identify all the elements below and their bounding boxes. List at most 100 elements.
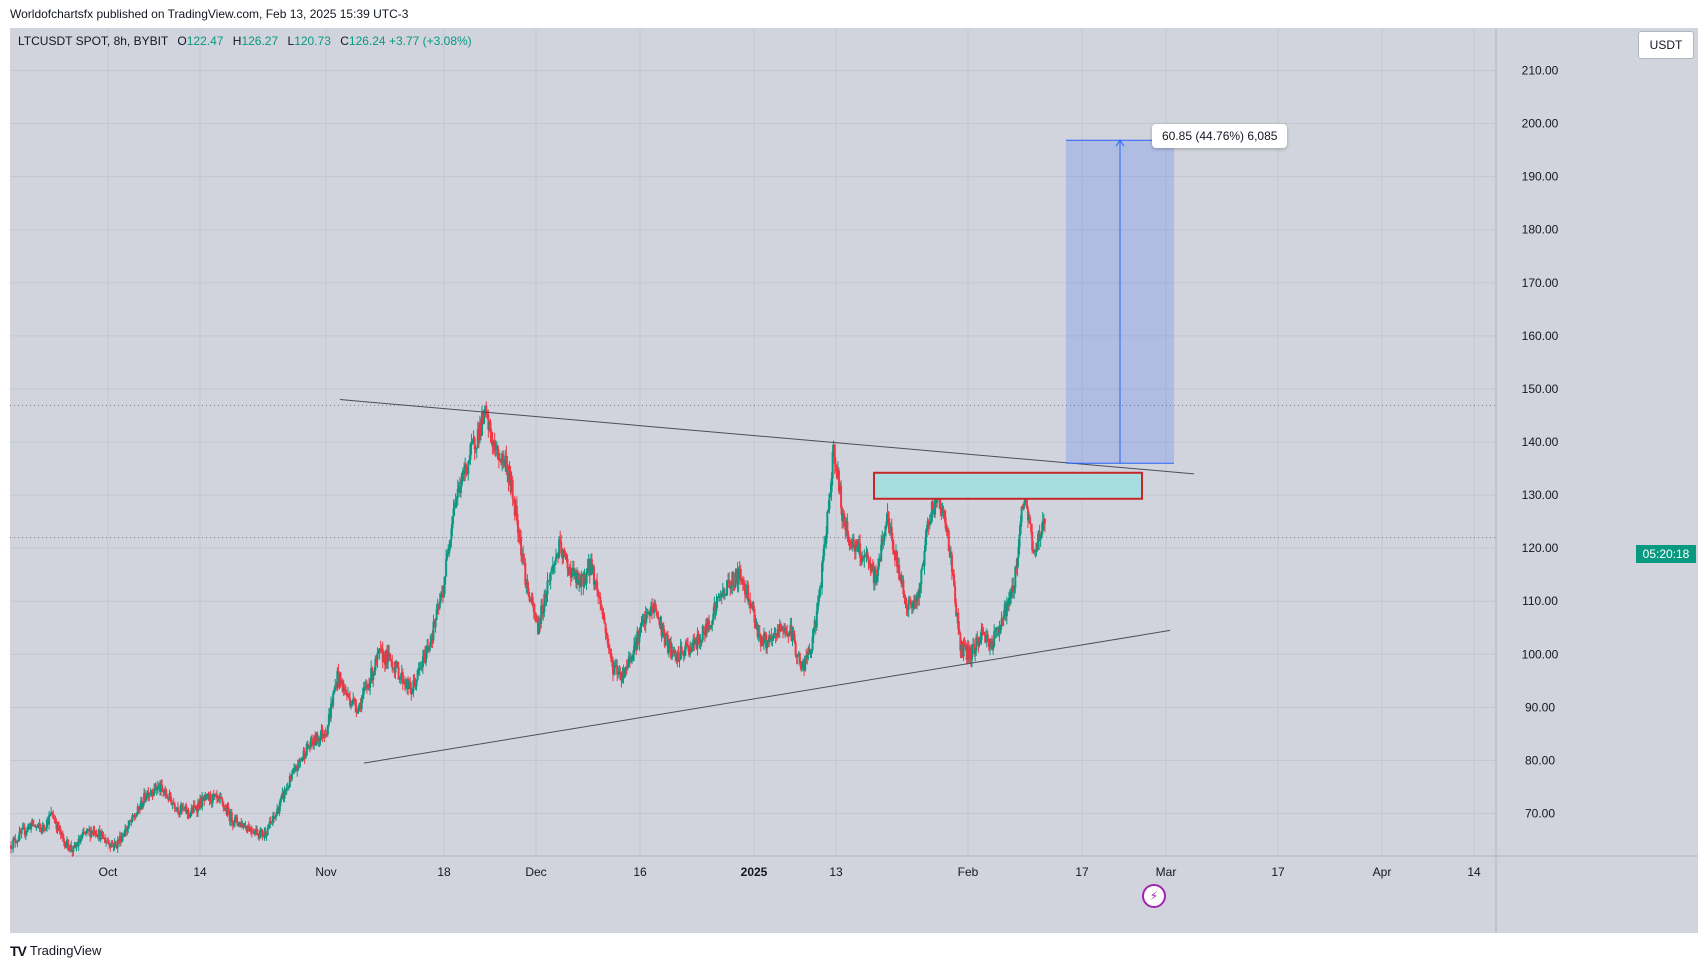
candle-body (874, 569, 877, 583)
candle-body (983, 634, 986, 636)
candle-body (726, 580, 729, 595)
candle-body (521, 554, 524, 556)
candle-body (928, 523, 931, 526)
candle-body (672, 650, 675, 653)
candle-body (965, 649, 968, 660)
candle-body (943, 511, 946, 517)
candle-body (377, 651, 380, 653)
candle-body (738, 568, 741, 572)
candle-body (608, 648, 611, 650)
candle-body (384, 650, 387, 665)
candle-body (523, 562, 526, 564)
candle-body (364, 685, 367, 687)
candle-body (564, 555, 567, 557)
candle-body (232, 823, 235, 825)
candle-body (1041, 520, 1044, 532)
lightning-icon[interactable]: ⚡ (1142, 884, 1166, 908)
candle-body (882, 539, 885, 542)
candle-body (663, 632, 666, 646)
candle-body (294, 766, 297, 769)
candle-body (527, 587, 530, 596)
candle-body (760, 639, 763, 647)
candle-body (671, 650, 674, 658)
candle-body (704, 623, 707, 636)
candle-body (490, 432, 493, 441)
candle-body (168, 793, 171, 801)
candle-body (952, 572, 955, 575)
candle-body (619, 671, 622, 680)
candle-body (57, 822, 60, 830)
candle-body (493, 441, 496, 451)
candle-body (923, 550, 926, 566)
x-tick-label: 16 (633, 865, 647, 879)
currency-selector[interactable]: USDT (1638, 31, 1694, 59)
candle-body (867, 557, 870, 563)
candle-body (563, 549, 566, 557)
candle-body (520, 537, 523, 556)
candle-body (846, 521, 849, 535)
candle-body (321, 729, 324, 737)
price-chart[interactable]: 210.00 200.00 190.00 180.00 170.00 160.00 150.… (10, 28, 1698, 933)
candle-body (909, 601, 912, 605)
candle-body (658, 619, 661, 625)
candle-body (72, 846, 75, 852)
candle-body (38, 823, 41, 827)
candle-body (999, 626, 1002, 634)
candle-body (25, 830, 28, 833)
candle-body (596, 581, 599, 591)
candle-body (287, 787, 290, 789)
candle-body (693, 639, 696, 645)
candle-body (863, 555, 866, 559)
y-tick-label: 170.00 (1522, 276, 1559, 290)
candle-body (497, 458, 500, 461)
candle-body (686, 644, 689, 646)
candle-body (141, 800, 143, 808)
candle-body (805, 655, 808, 659)
candle-body (910, 604, 913, 608)
symbol-label[interactable]: LTCUSDT SPOT, 8h, BYBIT (18, 34, 169, 48)
candle-body (798, 653, 801, 664)
candle-body (327, 714, 330, 725)
candle-body (249, 827, 252, 831)
candle-body (319, 735, 322, 742)
candle-body (394, 667, 397, 673)
candle-body (304, 755, 307, 759)
candle-body (280, 795, 283, 800)
candle-body (716, 597, 719, 603)
resistance-zone (873, 471, 1143, 500)
candle-body (919, 584, 922, 591)
candle-body (748, 600, 751, 603)
candle-body (548, 580, 551, 582)
candle-body (799, 663, 802, 670)
candle-body (526, 579, 529, 588)
candle-body (553, 561, 556, 566)
candle-body (86, 829, 89, 832)
candle-body (655, 608, 658, 613)
candle-body (62, 838, 65, 842)
candle-body (388, 652, 391, 654)
candle-body (339, 672, 342, 682)
candle-body (33, 825, 36, 827)
candle-body (432, 621, 435, 641)
candle-body (306, 743, 309, 749)
y-tick-label: 160.00 (1522, 329, 1559, 343)
candle-body (82, 831, 85, 833)
candle-body (233, 817, 236, 824)
candle-body (40, 828, 43, 833)
candle-body (85, 831, 88, 834)
candle-body (481, 412, 484, 436)
candle-body (853, 547, 856, 552)
candle-body (554, 557, 557, 562)
chart-area[interactable]: 210.00 200.00 190.00 180.00 170.00 160.00 150.… (10, 28, 1698, 933)
candle-body (625, 666, 628, 669)
candle-body (56, 822, 59, 830)
candle-body (926, 520, 929, 528)
candle-body (708, 620, 711, 626)
candle-body (440, 593, 443, 596)
candle-body (125, 829, 128, 832)
candle-body (269, 820, 272, 823)
candle-body (829, 492, 832, 494)
candle-body (23, 827, 26, 835)
candle-body (955, 602, 958, 616)
candle-body (941, 508, 944, 514)
